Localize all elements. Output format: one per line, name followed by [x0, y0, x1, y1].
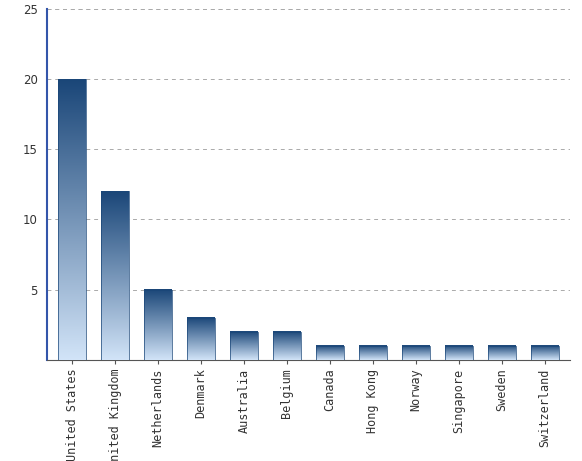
Bar: [359, 346, 387, 360]
Bar: [531, 346, 559, 360]
Bar: [58, 79, 86, 360]
Bar: [101, 191, 129, 360]
Bar: [144, 290, 172, 360]
Bar: [316, 346, 344, 360]
Bar: [273, 331, 301, 360]
Bar: [445, 346, 473, 360]
Bar: [187, 318, 215, 360]
Bar: [230, 331, 258, 360]
Bar: [488, 346, 516, 360]
Bar: [402, 346, 430, 360]
